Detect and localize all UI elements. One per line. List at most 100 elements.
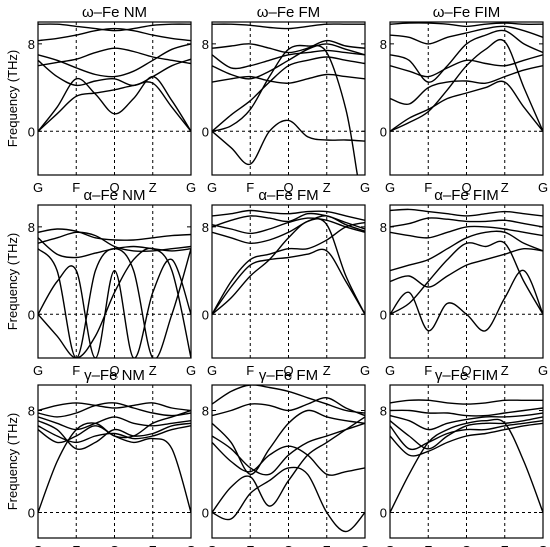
x-tick-label: F bbox=[246, 543, 254, 547]
band-line bbox=[38, 81, 191, 132]
band-line bbox=[390, 38, 543, 132]
band-line bbox=[212, 119, 365, 166]
x-tick-label: G bbox=[33, 363, 43, 378]
panel-title: α–Fe FIM bbox=[434, 187, 499, 204]
x-tick-label: Z bbox=[501, 180, 509, 195]
x-tick-label: F bbox=[72, 180, 80, 195]
band-line bbox=[212, 49, 365, 70]
panel-title: ω–Fe FM bbox=[257, 4, 320, 21]
panel-title: γ–Fe NM bbox=[84, 367, 145, 384]
x-tick-label: Z bbox=[323, 543, 331, 547]
x-tick-label: G bbox=[385, 180, 395, 195]
panel-title: ω–Fe NM bbox=[82, 4, 147, 21]
band-line bbox=[390, 230, 543, 272]
band-panel: ω–Fe FM 0 8 G F Q Z G bbox=[202, 4, 370, 195]
x-tick-label: Z bbox=[149, 363, 157, 378]
y-axis-label: Frequency (THz) bbox=[5, 233, 20, 331]
band-line bbox=[390, 217, 543, 228]
band-line bbox=[38, 247, 191, 358]
panel-frame bbox=[211, 384, 366, 539]
band-panel: ω–Fe FIM 0 8 G F Q Z G bbox=[380, 4, 548, 195]
y-tick-label: 0 bbox=[28, 124, 35, 139]
panel-frame bbox=[211, 21, 366, 176]
band-line bbox=[38, 43, 191, 78]
band-panel: α–Fe FIM 0 8 G F Q Z G bbox=[380, 187, 548, 378]
band-line bbox=[390, 80, 543, 132]
y-tick-label: 0 bbox=[28, 506, 35, 521]
band-line bbox=[390, 29, 543, 83]
band-line bbox=[212, 73, 365, 84]
x-tick-label: Q bbox=[461, 180, 471, 195]
panel-title: γ–Fe FM bbox=[259, 367, 318, 384]
panel-title: α–Fe FM bbox=[258, 187, 318, 204]
x-tick-label: G bbox=[385, 363, 395, 378]
x-tick-label: F bbox=[424, 543, 432, 547]
band-line bbox=[390, 407, 543, 417]
x-tick-label: Q bbox=[109, 543, 119, 547]
band-line bbox=[390, 247, 543, 288]
panel-frame bbox=[37, 21, 192, 176]
band-line bbox=[38, 27, 191, 42]
y-tick-label: 8 bbox=[202, 404, 209, 419]
band-line bbox=[38, 228, 191, 241]
band-line bbox=[390, 399, 543, 405]
y-tick-label: 0 bbox=[202, 506, 209, 521]
x-tick-label: G bbox=[538, 363, 548, 378]
band-line bbox=[38, 58, 191, 87]
x-tick-label: Z bbox=[149, 180, 157, 195]
y-tick-label: 8 bbox=[202, 220, 209, 235]
band-line bbox=[212, 209, 365, 221]
band-line bbox=[38, 23, 191, 32]
band-line bbox=[212, 441, 365, 476]
band-line bbox=[390, 420, 543, 451]
band-line bbox=[390, 416, 543, 450]
x-tick-label: Z bbox=[323, 180, 331, 195]
band-line bbox=[212, 409, 365, 475]
x-tick-label: Z bbox=[501, 363, 509, 378]
band-line bbox=[390, 54, 543, 78]
x-tick-label: G bbox=[33, 180, 43, 195]
y-tick-label: 0 bbox=[28, 307, 35, 322]
x-tick-label: F bbox=[424, 363, 432, 378]
x-tick-label: Q bbox=[461, 363, 471, 378]
band-panel: ω–Fe NM 0 8 G F Q Z G bbox=[28, 4, 196, 195]
band-line bbox=[38, 247, 191, 358]
y-tick-label: 8 bbox=[28, 404, 35, 419]
band-line bbox=[212, 422, 365, 476]
x-tick-label: Q bbox=[461, 543, 471, 547]
y-tick-label: 8 bbox=[380, 37, 387, 52]
band-panel: γ–Fe NM 0 8 G F Q Z G bbox=[28, 367, 196, 547]
x-tick-label: Q bbox=[283, 180, 293, 195]
x-tick-label: G bbox=[538, 180, 548, 195]
band-line bbox=[212, 221, 365, 315]
band-line bbox=[390, 418, 543, 513]
y-tick-label: 0 bbox=[202, 307, 209, 322]
band-line bbox=[390, 240, 543, 315]
band-line bbox=[212, 43, 365, 80]
band-line bbox=[212, 39, 365, 54]
y-tick-label: 0 bbox=[380, 124, 387, 139]
panel-title: ω–Fe FIM bbox=[433, 4, 501, 21]
band-line bbox=[212, 56, 365, 132]
band-line bbox=[390, 22, 543, 28]
band-line bbox=[390, 225, 543, 239]
y-tick-label: 8 bbox=[380, 404, 387, 419]
band-line bbox=[212, 385, 365, 414]
band-line bbox=[212, 397, 365, 417]
x-tick-label: G bbox=[207, 180, 217, 195]
band-line bbox=[38, 402, 191, 412]
band-line bbox=[38, 258, 191, 358]
x-tick-label: Q bbox=[109, 180, 119, 195]
x-tick-label: G bbox=[385, 543, 395, 547]
band-panel: α–Fe NM 0 8 G F Q Z G bbox=[28, 187, 196, 378]
x-tick-label: G bbox=[186, 543, 196, 547]
band-line bbox=[212, 248, 365, 315]
band-line bbox=[38, 75, 191, 132]
band-line bbox=[212, 217, 365, 235]
x-tick-label: G bbox=[207, 363, 217, 378]
band-line bbox=[212, 23, 365, 30]
y-tick-label: 0 bbox=[380, 307, 387, 322]
band-line bbox=[38, 409, 191, 513]
band-line bbox=[212, 218, 365, 315]
x-tick-label: G bbox=[186, 180, 196, 195]
